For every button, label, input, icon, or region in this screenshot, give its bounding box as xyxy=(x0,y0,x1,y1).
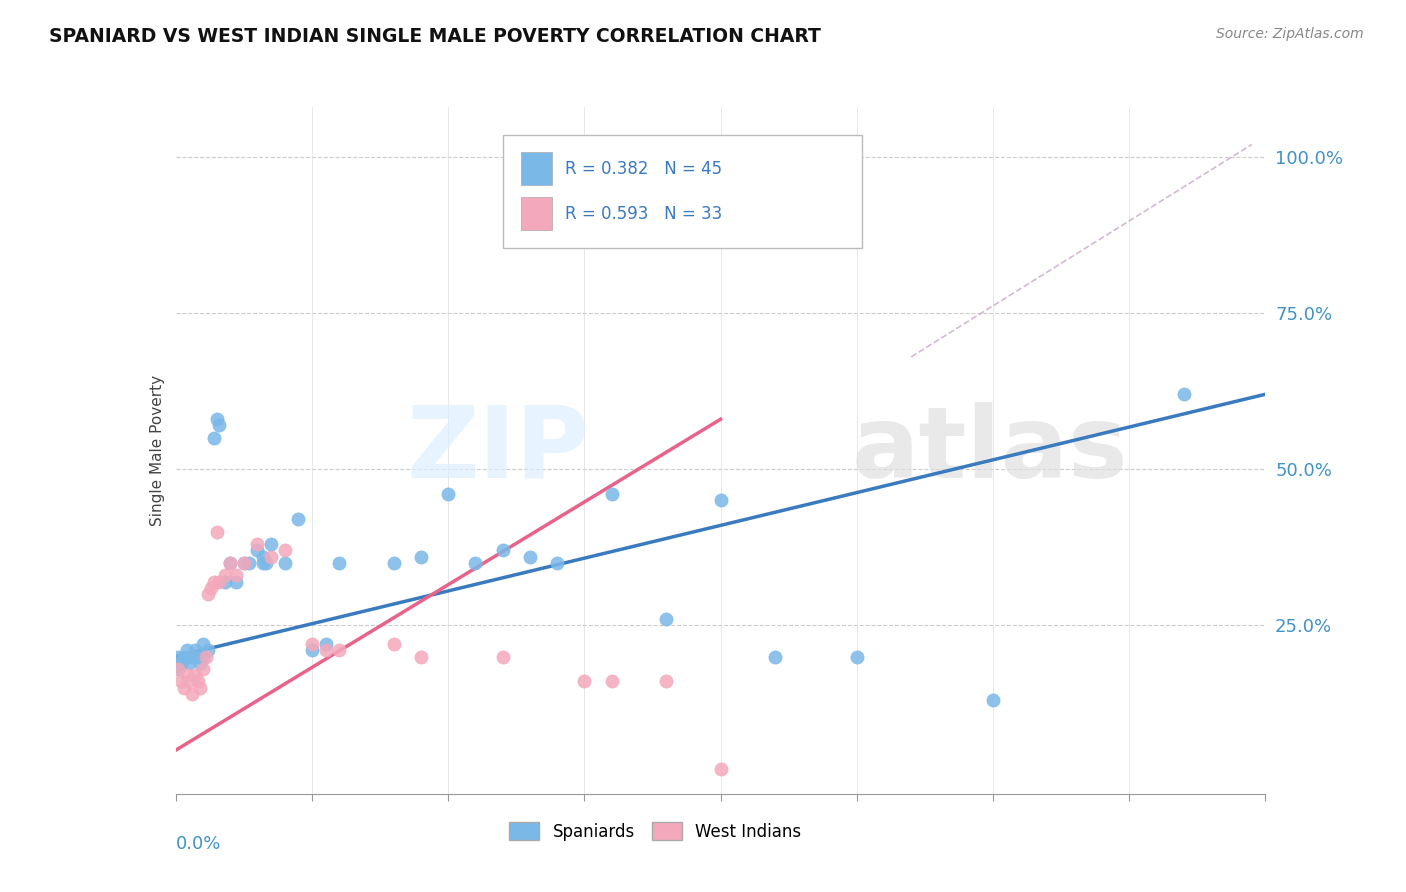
Point xyxy=(225,574,247,589)
Text: R = 0.382   N = 45: R = 0.382 N = 45 xyxy=(565,160,721,178)
Point xyxy=(574,674,596,689)
Point xyxy=(186,649,209,664)
Point xyxy=(464,556,486,570)
Text: Source: ZipAtlas.com: Source: ZipAtlas.com xyxy=(1216,27,1364,41)
Legend: Spaniards, West Indians: Spaniards, West Indians xyxy=(503,815,807,847)
Point xyxy=(188,681,211,695)
Point xyxy=(252,549,274,564)
Point xyxy=(301,643,323,657)
Point xyxy=(655,674,678,689)
Point xyxy=(194,649,217,664)
Point xyxy=(655,612,678,626)
Point xyxy=(202,574,225,589)
Point xyxy=(179,656,201,670)
Point xyxy=(600,674,623,689)
Point xyxy=(246,543,269,558)
Point xyxy=(208,574,231,589)
Point xyxy=(409,549,432,564)
Point xyxy=(202,431,225,445)
Point xyxy=(845,649,868,664)
Point xyxy=(176,643,198,657)
Text: 0.0%: 0.0% xyxy=(176,835,221,853)
Point xyxy=(167,662,190,676)
Point xyxy=(519,549,541,564)
FancyBboxPatch shape xyxy=(522,153,551,186)
Point xyxy=(437,487,460,501)
Point xyxy=(382,637,405,651)
Point xyxy=(170,656,193,670)
Text: ZIP: ZIP xyxy=(406,402,591,499)
Point xyxy=(219,556,242,570)
Point xyxy=(252,556,274,570)
Point xyxy=(191,649,214,664)
Point xyxy=(409,649,432,664)
Text: R = 0.593   N = 33: R = 0.593 N = 33 xyxy=(565,204,723,222)
Point xyxy=(492,543,515,558)
Point xyxy=(232,556,254,570)
Point xyxy=(710,762,733,776)
Point xyxy=(301,637,323,651)
Point xyxy=(232,556,254,570)
Point xyxy=(315,643,337,657)
Point xyxy=(184,668,207,682)
Point xyxy=(328,643,350,657)
Point xyxy=(208,418,231,433)
Point xyxy=(170,674,193,689)
Point xyxy=(191,637,214,651)
Point xyxy=(188,656,211,670)
Point xyxy=(315,637,337,651)
Point xyxy=(191,662,214,676)
Point xyxy=(225,568,247,582)
Point xyxy=(981,693,1004,707)
Point xyxy=(179,674,201,689)
Point xyxy=(176,668,198,682)
Point xyxy=(274,543,297,558)
Point xyxy=(205,412,228,426)
Point xyxy=(197,587,219,601)
Point xyxy=(492,649,515,664)
Text: SPANIARD VS WEST INDIAN SINGLE MALE POVERTY CORRELATION CHART: SPANIARD VS WEST INDIAN SINGLE MALE POVE… xyxy=(49,27,821,45)
Point xyxy=(1173,387,1195,401)
Point xyxy=(710,493,733,508)
FancyBboxPatch shape xyxy=(522,197,551,230)
Y-axis label: Single Male Poverty: Single Male Poverty xyxy=(149,375,165,526)
Point xyxy=(546,556,568,570)
Point xyxy=(173,649,195,664)
Point xyxy=(600,487,623,501)
Point xyxy=(238,556,260,570)
Point xyxy=(260,549,283,564)
Point xyxy=(219,556,242,570)
Text: atlas: atlas xyxy=(852,402,1128,499)
Point xyxy=(200,581,222,595)
Point xyxy=(205,524,228,539)
Point xyxy=(246,537,269,551)
Point xyxy=(274,556,297,570)
Point xyxy=(167,649,190,664)
Point xyxy=(197,643,219,657)
Point xyxy=(214,568,236,582)
Point xyxy=(173,681,195,695)
Point xyxy=(181,649,204,664)
Point xyxy=(214,574,236,589)
Point xyxy=(763,649,786,664)
Point xyxy=(181,687,204,701)
Point xyxy=(382,556,405,570)
Point xyxy=(287,512,309,526)
Point xyxy=(186,674,209,689)
Point xyxy=(260,537,283,551)
Point xyxy=(167,662,190,676)
Point xyxy=(184,643,207,657)
Point xyxy=(254,556,277,570)
Point xyxy=(328,556,350,570)
FancyBboxPatch shape xyxy=(503,135,862,248)
